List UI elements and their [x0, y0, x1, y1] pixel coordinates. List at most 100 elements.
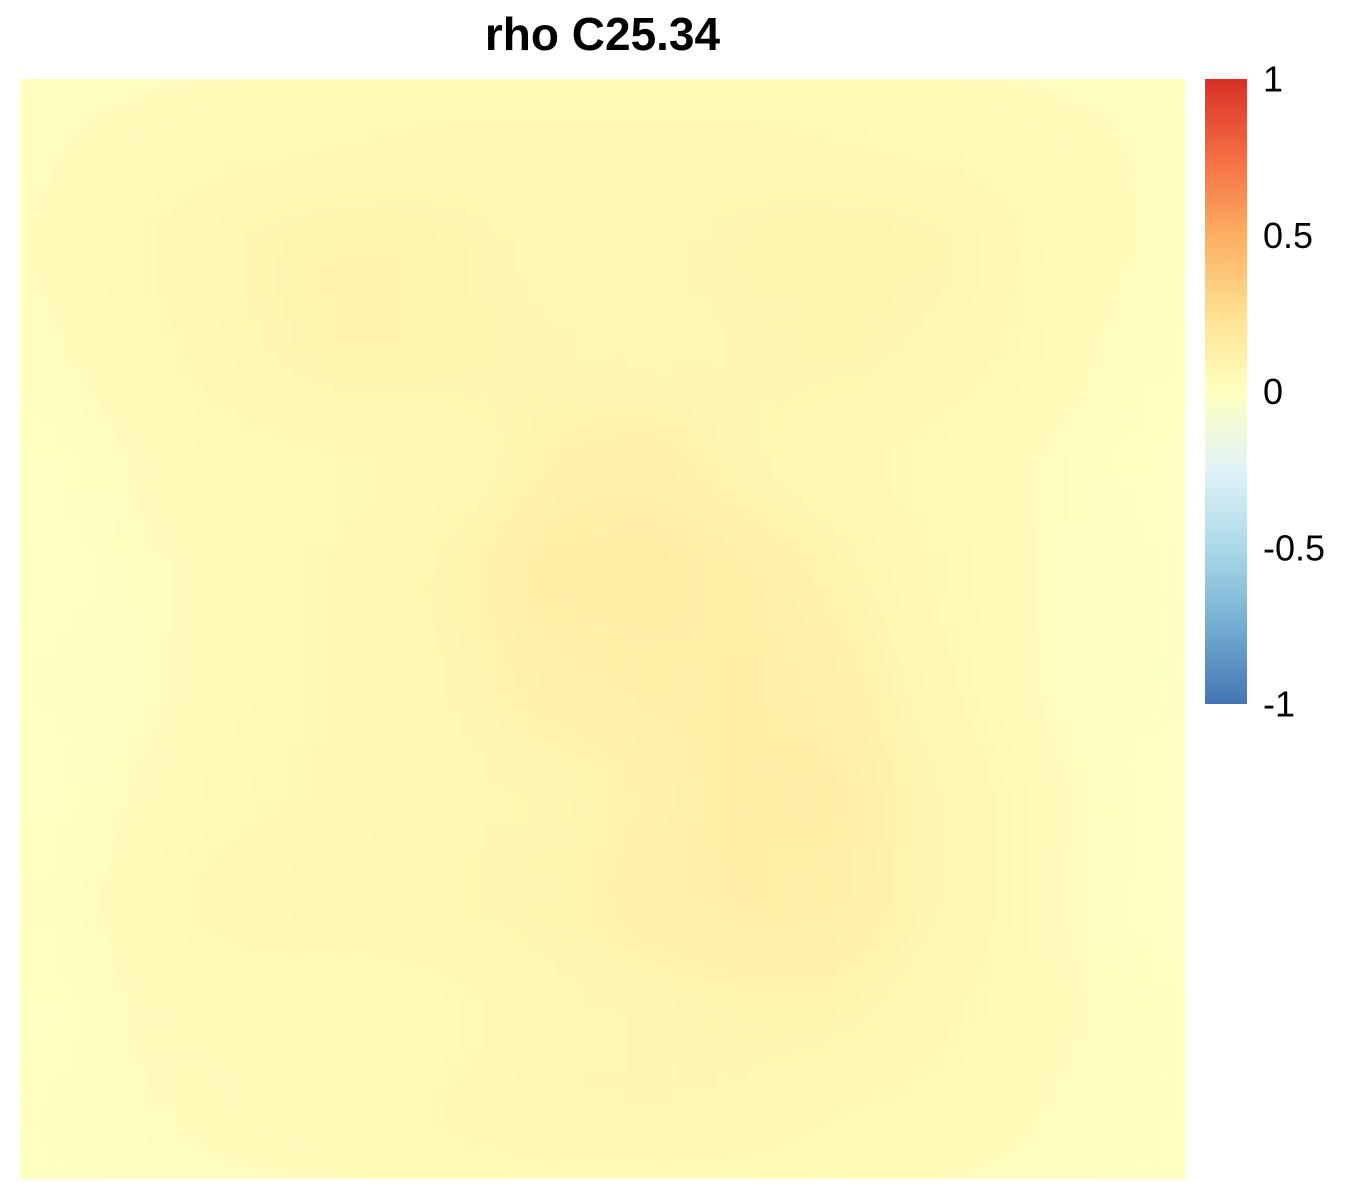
- heatmap-cell: [601, 1068, 701, 1179]
- heatmap-cell: [310, 188, 410, 300]
- heatmap-cell: [504, 958, 604, 1070]
- heatmap-cell: [795, 408, 895, 520]
- heatmap-cell: [116, 298, 216, 410]
- heatmap-cell: [310, 738, 410, 850]
- heatmap-cell: [601, 518, 701, 630]
- heatmap-cell: [892, 628, 992, 740]
- heatmap-cell: [795, 518, 895, 630]
- legend-tick-label: -0.5: [1263, 527, 1325, 568]
- heatmap-cell: [698, 298, 798, 410]
- heatmap-cell: [698, 848, 798, 960]
- heatmap-cell: [310, 79, 410, 190]
- heatmap-cell: [407, 79, 507, 190]
- heatmap-cell: [20, 1068, 119, 1179]
- heatmap-cell: [892, 298, 992, 410]
- heatmap-cell: [213, 1068, 313, 1179]
- heatmap-cell: [601, 628, 701, 740]
- heatmap-cell: [989, 79, 1089, 190]
- heatmap-cell: [601, 188, 701, 300]
- heatmap-cell: [310, 298, 410, 410]
- legend-color-bar: [1205, 79, 1247, 704]
- heatmap-cell: [601, 958, 701, 1070]
- heatmap-cell: [20, 298, 119, 410]
- heatmap-cell: [795, 188, 895, 300]
- heatmap-cell: [504, 1068, 604, 1179]
- heatmap-cell: [407, 958, 507, 1070]
- heatmap-cell: [1086, 958, 1185, 1070]
- heatmap-cell: [989, 408, 1089, 520]
- heatmap-cell: [698, 1068, 798, 1179]
- heatmap-cell: [795, 1068, 895, 1179]
- heatmap-cell: [1086, 408, 1185, 520]
- heatmap-cell: [1086, 628, 1185, 740]
- heatmap-cell: [698, 79, 798, 190]
- heatmap-cell: [116, 1068, 216, 1179]
- heatmap-cell: [407, 628, 507, 740]
- heatmap-cell: [213, 628, 313, 740]
- heatmap-cell: [504, 738, 604, 850]
- heatmap-cell: [1086, 738, 1185, 850]
- legend-ticks: 1 0.5 0 -0.5 -1: [1263, 59, 1325, 725]
- heatmap-cell: [504, 518, 604, 630]
- heatmap-cell: [698, 518, 798, 630]
- heatmap-cell: [504, 848, 604, 960]
- heatmap-cell: [989, 1068, 1089, 1179]
- heatmap-cell: [407, 1068, 507, 1179]
- heatmap-cell: [310, 628, 410, 740]
- heatmap-cell: [698, 628, 798, 740]
- heatmap-cell: [892, 79, 992, 190]
- heatmap-cell: [116, 848, 216, 960]
- heatmap-cell: [698, 958, 798, 1070]
- heatmap-plot-area: [20, 79, 1185, 1179]
- legend-tick-label: 0: [1263, 371, 1283, 412]
- heatmap-cell: [310, 408, 410, 520]
- heatmap-cell: [1086, 298, 1185, 410]
- heatmap-cell: [310, 958, 410, 1070]
- heatmap-cell: [892, 518, 992, 630]
- heatmap-cell: [892, 1068, 992, 1179]
- heatmap-cell: [1086, 1068, 1185, 1179]
- heatmap-cell: [698, 408, 798, 520]
- heatmap-cell: [989, 298, 1089, 410]
- heatmap-cell: [989, 518, 1089, 630]
- heatmap-cell: [601, 298, 701, 410]
- heatmap-cell: [989, 628, 1089, 740]
- heatmap-cell: [116, 958, 216, 1070]
- heatmap-cell: [989, 848, 1089, 960]
- legend-tick-label: 0.5: [1263, 215, 1313, 256]
- heatmap-cell: [116, 408, 216, 520]
- heatmap-cell: [20, 408, 119, 520]
- heatmap-cell: [310, 518, 410, 630]
- legend-tick-label: 1: [1263, 59, 1283, 100]
- heatmap-cell: [795, 79, 895, 190]
- heatmap-cell: [601, 408, 701, 520]
- heatmap-cell: [407, 848, 507, 960]
- heatmap-cell: [407, 188, 507, 300]
- heatmap-cell: [407, 298, 507, 410]
- legend-tick-label: -1: [1263, 684, 1295, 725]
- heatmap-cell: [1086, 518, 1185, 630]
- heatmap-cell: [116, 738, 216, 850]
- chart-title: rho C25.34: [484, 8, 721, 60]
- heatmap-cell: [213, 188, 313, 300]
- heatmap-cell: [213, 79, 313, 190]
- heatmap-cell: [601, 79, 701, 190]
- heatmap-cell: [20, 738, 119, 850]
- heatmap-cell: [213, 408, 313, 520]
- heatmap-cell: [504, 628, 604, 740]
- color-legend: 1 0.5 0 -0.5 -1: [1205, 59, 1325, 725]
- heatmap-cell: [407, 518, 507, 630]
- heatmap-cell: [892, 738, 992, 850]
- heatmap-cell: [795, 298, 895, 410]
- heatmap-cell: [20, 518, 119, 630]
- heatmap-cell: [407, 408, 507, 520]
- heatmap-cell: [20, 188, 119, 300]
- heatmap-cell: [20, 628, 119, 740]
- heatmap-cell: [20, 958, 119, 1070]
- heatmap-cell: [213, 958, 313, 1070]
- heatmap-cells: [20, 79, 1185, 1179]
- heatmap-cell: [698, 188, 798, 300]
- heatmap-cell: [310, 848, 410, 960]
- heatmap-cell: [892, 408, 992, 520]
